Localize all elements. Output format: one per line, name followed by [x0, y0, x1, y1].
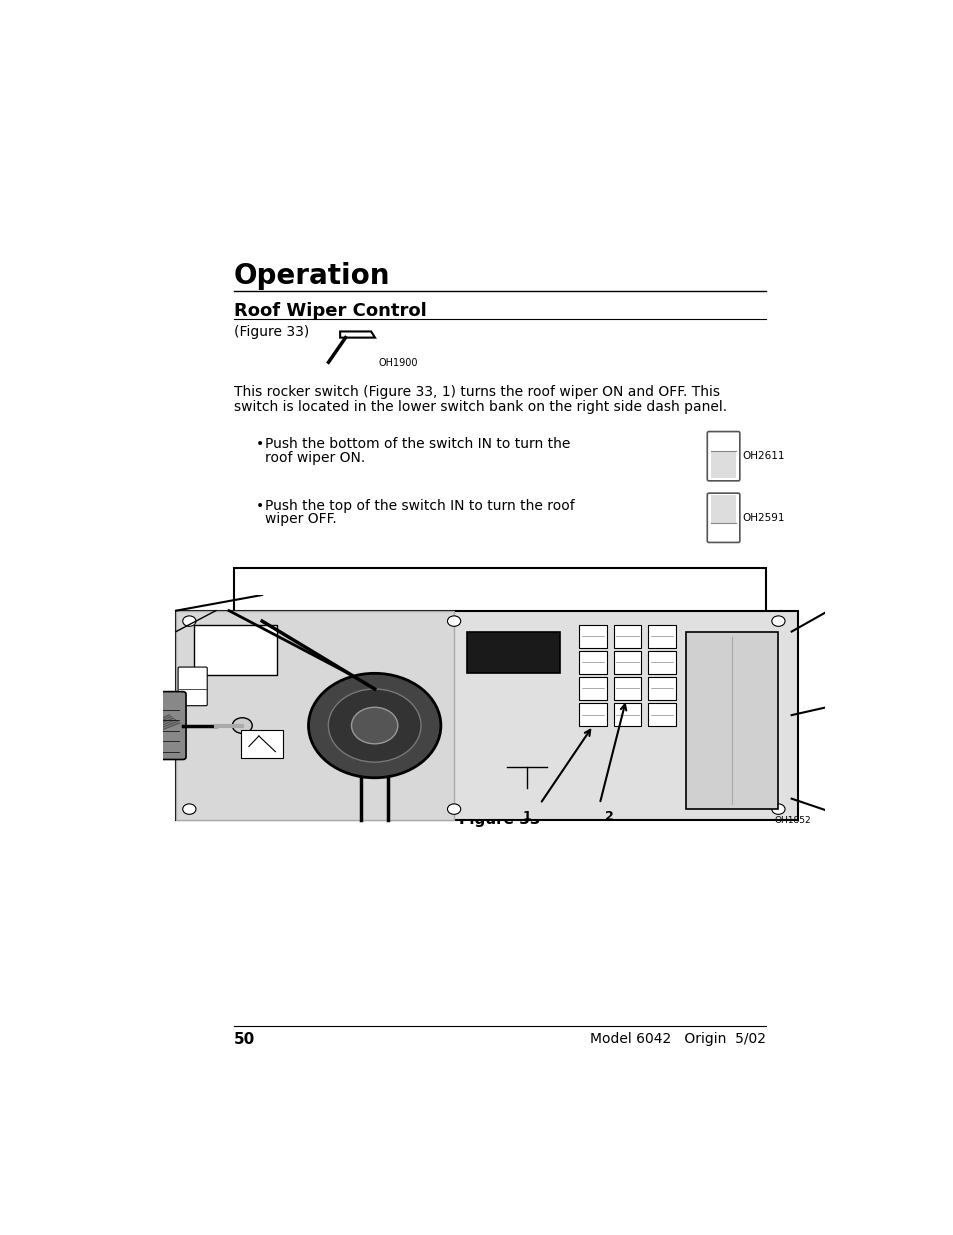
Text: OH2591: OH2591	[741, 513, 783, 522]
Circle shape	[771, 616, 784, 626]
FancyBboxPatch shape	[578, 651, 606, 674]
FancyBboxPatch shape	[613, 677, 640, 700]
FancyBboxPatch shape	[178, 667, 207, 705]
FancyBboxPatch shape	[647, 651, 675, 674]
Text: Push the top of the switch IN to turn the roof: Push the top of the switch IN to turn th…	[265, 499, 574, 513]
Text: Operation: Operation	[233, 262, 390, 290]
Text: Push the bottom of the switch IN to turn the: Push the bottom of the switch IN to turn…	[265, 437, 570, 451]
FancyBboxPatch shape	[127, 692, 186, 760]
FancyBboxPatch shape	[647, 677, 675, 700]
FancyBboxPatch shape	[578, 703, 606, 726]
FancyBboxPatch shape	[685, 631, 778, 809]
Text: wiper OFF.: wiper OFF.	[265, 513, 336, 526]
FancyBboxPatch shape	[710, 495, 735, 522]
Circle shape	[771, 804, 784, 814]
Text: OH1852: OH1852	[774, 816, 811, 825]
Text: roof wiper ON.: roof wiper ON.	[265, 451, 365, 464]
FancyBboxPatch shape	[706, 431, 740, 480]
Text: switch is located in the lower switch bank on the right side dash panel.: switch is located in the lower switch ba…	[233, 400, 726, 414]
Circle shape	[328, 689, 420, 762]
Text: OH2611: OH2611	[741, 451, 783, 461]
FancyBboxPatch shape	[176, 610, 798, 820]
Text: Figure 33: Figure 33	[458, 811, 540, 827]
Text: Roof Wiper Control: Roof Wiper Control	[233, 303, 426, 320]
Text: 1: 1	[522, 810, 531, 823]
Circle shape	[183, 804, 195, 814]
FancyBboxPatch shape	[647, 703, 675, 726]
FancyBboxPatch shape	[710, 451, 735, 478]
Text: 50: 50	[233, 1032, 254, 1047]
FancyBboxPatch shape	[613, 703, 640, 726]
Text: (Figure 33): (Figure 33)	[233, 325, 309, 340]
Circle shape	[233, 718, 252, 734]
Text: 2: 2	[604, 810, 614, 823]
FancyBboxPatch shape	[706, 493, 740, 542]
Text: OH1900: OH1900	[378, 358, 418, 368]
FancyBboxPatch shape	[193, 625, 277, 674]
FancyBboxPatch shape	[578, 677, 606, 700]
Text: Model 6042   Origin  5/02: Model 6042 Origin 5/02	[590, 1032, 765, 1046]
FancyBboxPatch shape	[613, 651, 640, 674]
FancyBboxPatch shape	[613, 625, 640, 647]
FancyBboxPatch shape	[578, 625, 606, 647]
Circle shape	[183, 616, 195, 626]
FancyBboxPatch shape	[233, 568, 765, 795]
Text: •: •	[255, 437, 264, 451]
FancyBboxPatch shape	[241, 730, 283, 758]
Text: •: •	[255, 499, 264, 513]
Circle shape	[308, 673, 440, 778]
FancyBboxPatch shape	[467, 631, 559, 673]
FancyBboxPatch shape	[176, 610, 454, 820]
FancyBboxPatch shape	[647, 625, 675, 647]
Circle shape	[447, 804, 460, 814]
Circle shape	[351, 708, 397, 743]
Text: This rocker switch (Figure 33, 1) turns the roof wiper ON and OFF. This: This rocker switch (Figure 33, 1) turns …	[233, 385, 720, 399]
Circle shape	[447, 616, 460, 626]
